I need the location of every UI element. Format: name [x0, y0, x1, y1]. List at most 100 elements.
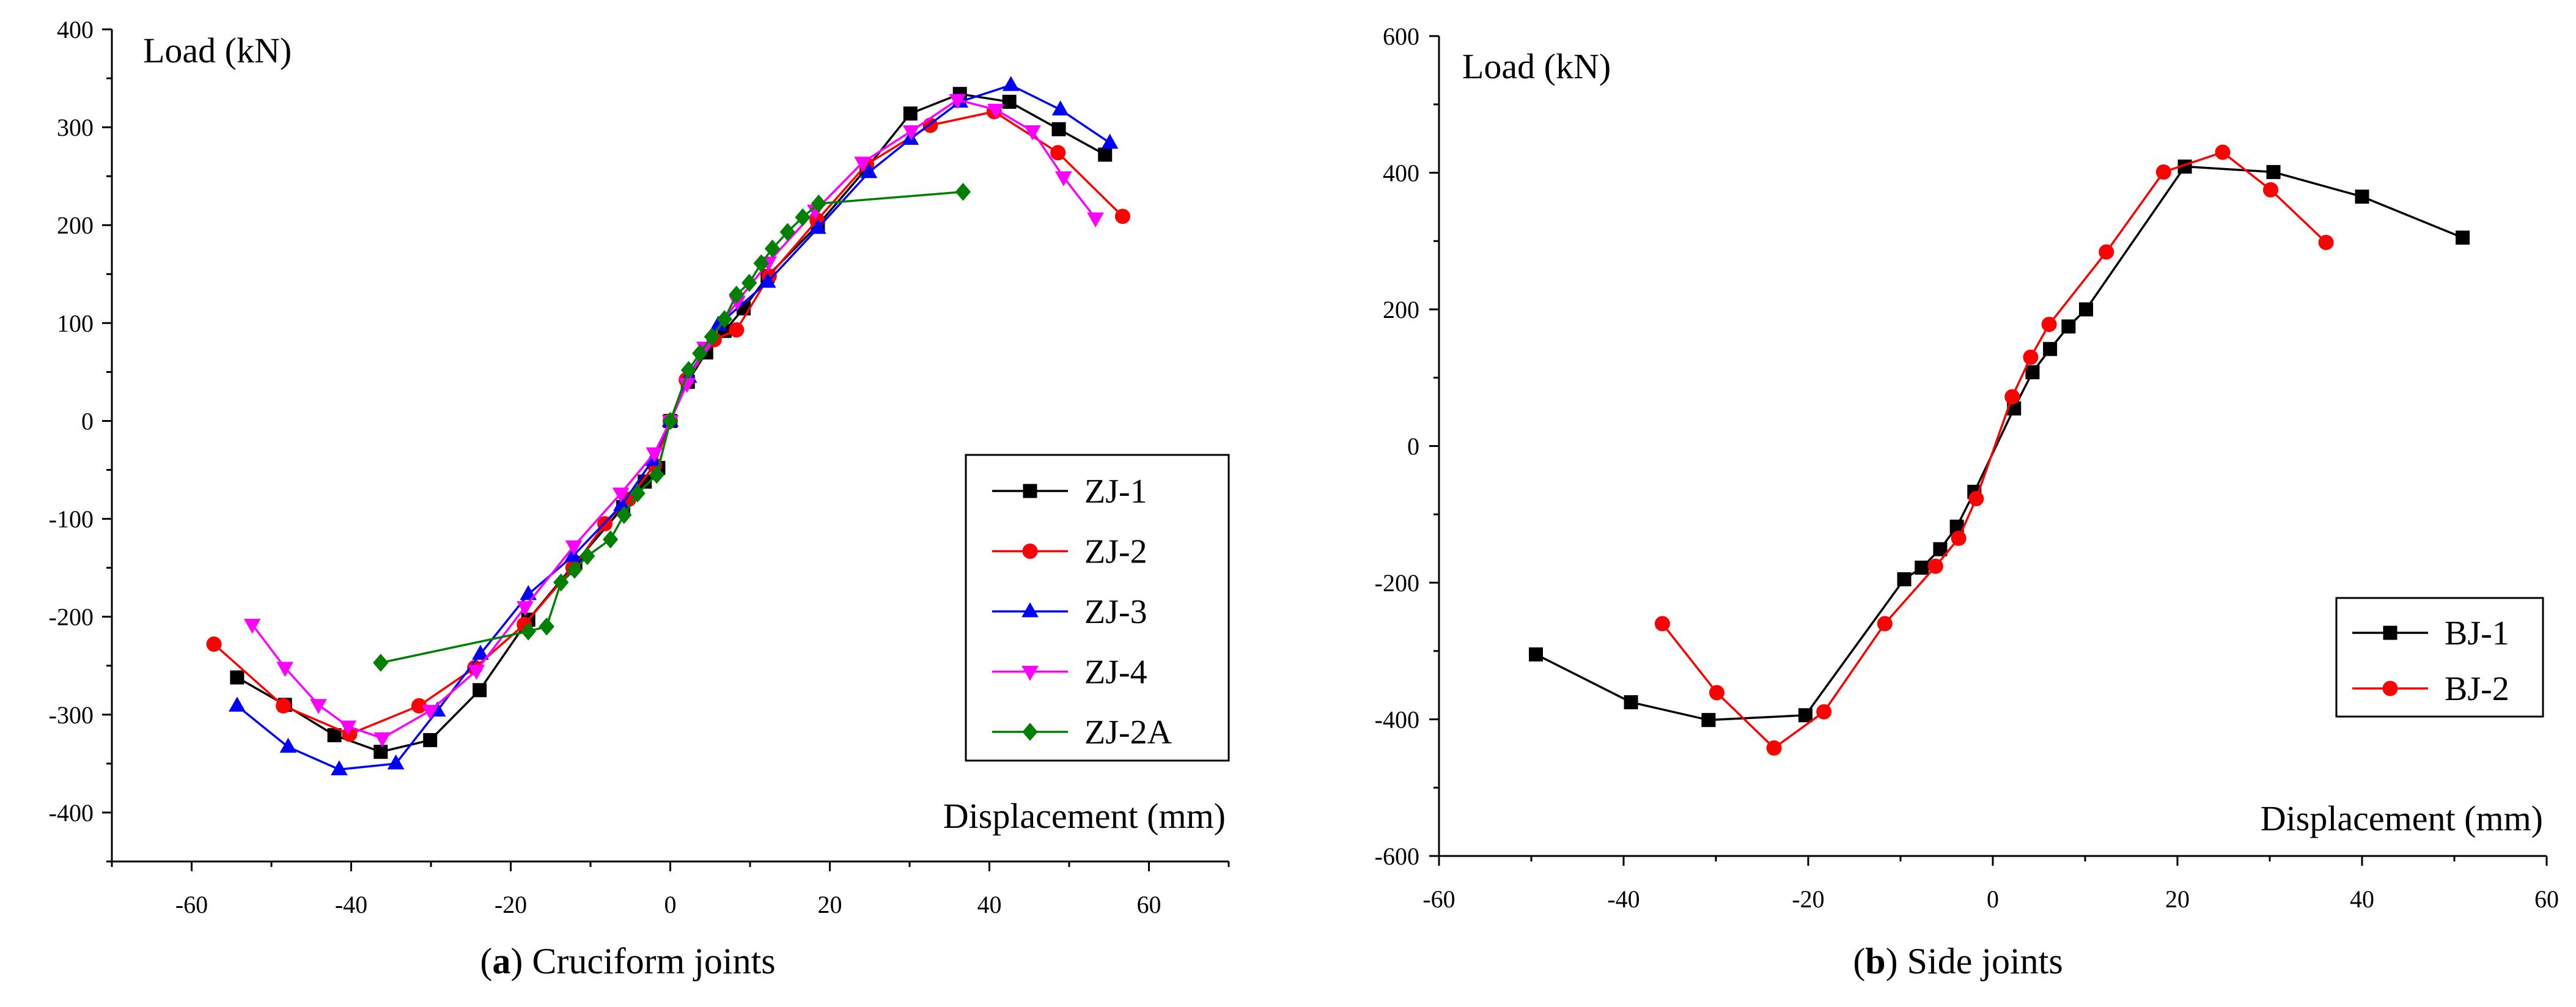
zj-2a-marker — [649, 465, 664, 484]
legend-entry-bj-1: BJ-1 — [2352, 614, 2509, 652]
bj-1-marker — [2266, 164, 2281, 179]
zj-4-marker — [1055, 171, 1072, 186]
legend-box — [965, 454, 1230, 762]
bj-2-marker — [1951, 530, 1967, 546]
x-tick-label: -40 — [1607, 885, 1639, 913]
y-tick-label: 300 — [57, 114, 94, 141]
y-tick-label: 400 — [57, 16, 94, 43]
legend-marker-sample — [1022, 544, 1038, 559]
bj-1-marker — [2043, 342, 2058, 356]
caption-side-joints: (b) Side joints — [1591, 939, 2325, 983]
legend-entry-zj-4: ZJ-4 — [992, 654, 1147, 692]
bj-2-marker — [2155, 164, 2171, 180]
legend: ZJ-1 ZJ-2 ZJ-3 ZJ-4 ZJ-2A — [965, 454, 1230, 762]
zj-1-marker — [1051, 122, 1066, 136]
bj-2-marker — [1927, 558, 1943, 574]
zj-3-marker — [229, 696, 246, 712]
bj-2-marker — [2023, 349, 2039, 365]
zj-4-marker — [1024, 125, 1041, 141]
zj-2a-marker — [602, 530, 619, 548]
bj-1-marker — [2025, 365, 2040, 380]
bj-1-marker — [1933, 542, 1948, 556]
zj-1-marker — [423, 732, 438, 747]
y-axis-title: Load (kN) — [1462, 46, 1611, 86]
zj-4-marker — [517, 601, 534, 616]
zj-2a-marker — [580, 547, 595, 566]
bj-1-marker — [1529, 647, 1544, 662]
legend-marker-sample — [1022, 723, 1038, 741]
y-tick-label: -400 — [1375, 706, 1419, 734]
zj-4-marker — [902, 125, 920, 141]
zj-2a-marker — [567, 561, 583, 579]
x-tick-label: 40 — [977, 891, 1002, 918]
zj-3-marker — [331, 760, 348, 775]
zj-4-marker — [1087, 212, 1104, 228]
zj-2a-marker — [616, 506, 632, 524]
bj-1-marker — [2355, 190, 2369, 204]
legend-marker-sample — [1021, 602, 1039, 618]
x-tick-label: 20 — [818, 891, 842, 918]
zj-1-marker — [903, 106, 918, 121]
bj-2-marker — [1816, 704, 1832, 720]
x-tick-label: 20 — [2165, 885, 2190, 913]
zj-4-marker — [339, 720, 357, 736]
bj-1-marker — [1701, 713, 1716, 728]
zj-4-marker — [612, 487, 630, 503]
legend-label: BJ-2 — [2445, 670, 2509, 708]
zj-3-marker — [809, 219, 826, 234]
y-tick-label: -200 — [1375, 569, 1419, 597]
y-tick-label: 200 — [1383, 296, 1419, 323]
y-axis-title: Load (kN) — [143, 31, 292, 70]
legend-label: ZJ-2 — [1084, 533, 1147, 571]
zj-2-marker — [729, 322, 745, 338]
x-tick-label: -60 — [1422, 885, 1455, 913]
zj-2a-marker — [630, 484, 646, 503]
caption-open-paren: ( — [480, 941, 493, 981]
legend-label: ZJ-3 — [1084, 593, 1147, 631]
zj-4-marker — [854, 157, 871, 172]
zj-3-marker — [759, 273, 776, 288]
zj-2a-marker — [955, 183, 971, 201]
zj-2a-marker — [704, 328, 720, 346]
zj-2a-marker — [520, 622, 536, 641]
zj-4-marker — [949, 94, 966, 109]
legend-box — [2335, 597, 2544, 718]
zj-4-series — [243, 94, 1104, 748]
zj-2a-marker — [716, 310, 732, 328]
zj-2-marker — [276, 698, 292, 714]
caption-close-paren: ) — [1885, 941, 1898, 981]
zj-4-marker — [646, 447, 663, 463]
y-tick-label: 600 — [1383, 23, 1419, 50]
zj-4-marker — [987, 103, 1004, 119]
bj-2-marker — [2318, 234, 2334, 250]
legend-label: ZJ-2A — [1084, 714, 1172, 751]
zj-2a-marker — [795, 208, 811, 227]
zj-2a-marker — [373, 654, 389, 672]
y-tick-label: 200 — [57, 212, 94, 239]
x-tick-label: -40 — [335, 891, 367, 918]
zj-2a-marker — [662, 411, 679, 430]
legend-entry-zj-1: ZJ-1 — [992, 473, 1147, 511]
zj-2-marker — [206, 636, 222, 652]
x-tick-label: -20 — [495, 891, 527, 918]
bj-2-marker — [2263, 182, 2279, 197]
bj-1-marker — [2061, 319, 2076, 334]
zj-2a-marker — [811, 194, 826, 213]
zj-1-marker — [1002, 94, 1017, 109]
zj-1-marker — [1098, 147, 1113, 162]
zj-2a-marker — [539, 617, 554, 636]
x-tick-label: 40 — [2350, 885, 2374, 913]
y-tick-label: 100 — [57, 309, 94, 337]
y-tick-label: 0 — [81, 407, 94, 435]
chart-side-joints: -60 -40 -20 0 20 40 606004002000-200-400-600Lo… — [1375, 23, 2559, 913]
bj-2-marker — [1877, 616, 1893, 632]
zj-3-marker — [472, 644, 489, 660]
bj-2-marker — [1766, 740, 1782, 756]
zj-2-marker — [1050, 145, 1066, 161]
zj-2a-marker — [729, 286, 745, 304]
legend-marker-sample — [1021, 666, 1039, 681]
caption-cruciform-joints: (a) Cruciform joints — [261, 939, 995, 983]
zj-3-marker — [387, 754, 405, 770]
